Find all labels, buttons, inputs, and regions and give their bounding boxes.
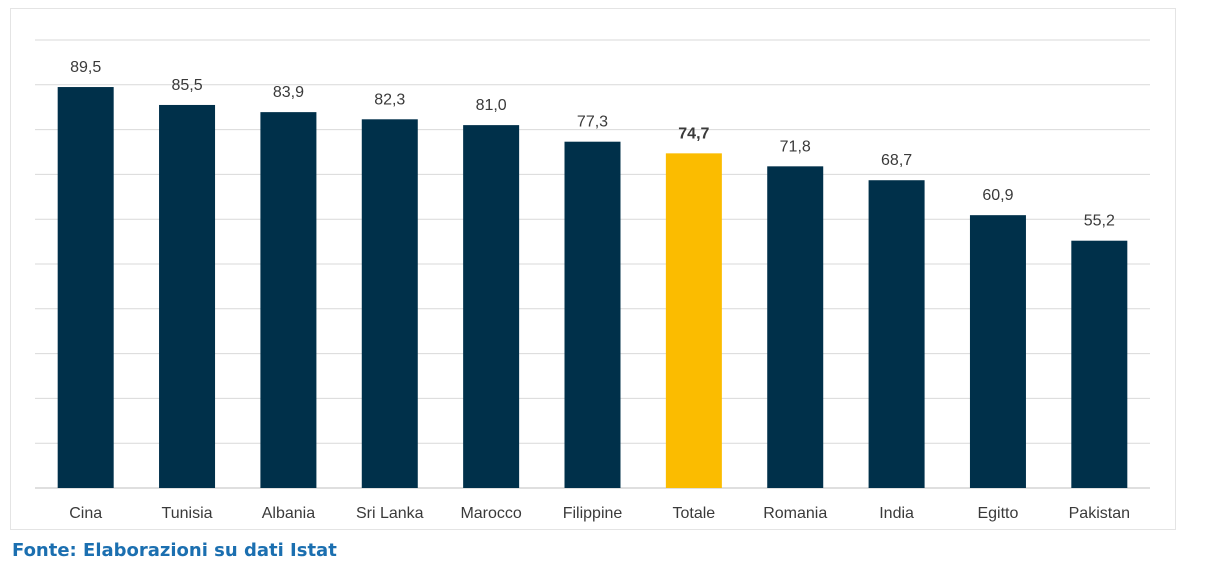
bar-pakistan bbox=[1071, 240, 1128, 488]
category-label: Pakistan bbox=[1069, 505, 1130, 522]
category-label: Romania bbox=[763, 505, 827, 522]
bar-tunisia bbox=[159, 104, 216, 489]
category-label: India bbox=[879, 505, 914, 522]
value-label: 85,5 bbox=[171, 77, 202, 94]
value-label: 89,5 bbox=[70, 59, 101, 76]
category-label: Tunisia bbox=[162, 505, 213, 522]
value-label: 77,3 bbox=[577, 114, 608, 131]
category-label: Filippine bbox=[563, 505, 623, 522]
bar-egitto bbox=[969, 215, 1026, 488]
bar-romania bbox=[767, 166, 824, 488]
value-label: 74,7 bbox=[678, 125, 709, 142]
source-note: Fonte: Elaborazioni su dati Istat bbox=[12, 540, 337, 561]
category-label: Egitto bbox=[977, 505, 1018, 522]
value-label: 55,2 bbox=[1084, 213, 1115, 230]
bar-filippine bbox=[564, 141, 621, 489]
value-label: 71,8 bbox=[780, 138, 811, 155]
value-label: 81,0 bbox=[476, 97, 507, 114]
value-label: 60,9 bbox=[982, 187, 1013, 204]
value-label: 68,7 bbox=[881, 152, 912, 169]
bar-cina bbox=[57, 87, 114, 488]
value-label: 82,3 bbox=[374, 91, 405, 108]
category-label: Marocco bbox=[460, 505, 521, 522]
bar-sri-lanka bbox=[361, 119, 418, 489]
category-label: Cina bbox=[69, 505, 102, 522]
category-label: Sri Lanka bbox=[356, 505, 424, 522]
bar-albania bbox=[260, 112, 317, 489]
category-label: Albania bbox=[262, 505, 315, 522]
bar-totale bbox=[665, 153, 722, 488]
bar-marocco bbox=[463, 125, 520, 489]
bar-india bbox=[868, 180, 925, 488]
category-label: Totale bbox=[673, 505, 716, 522]
value-label: 83,9 bbox=[273, 84, 304, 101]
